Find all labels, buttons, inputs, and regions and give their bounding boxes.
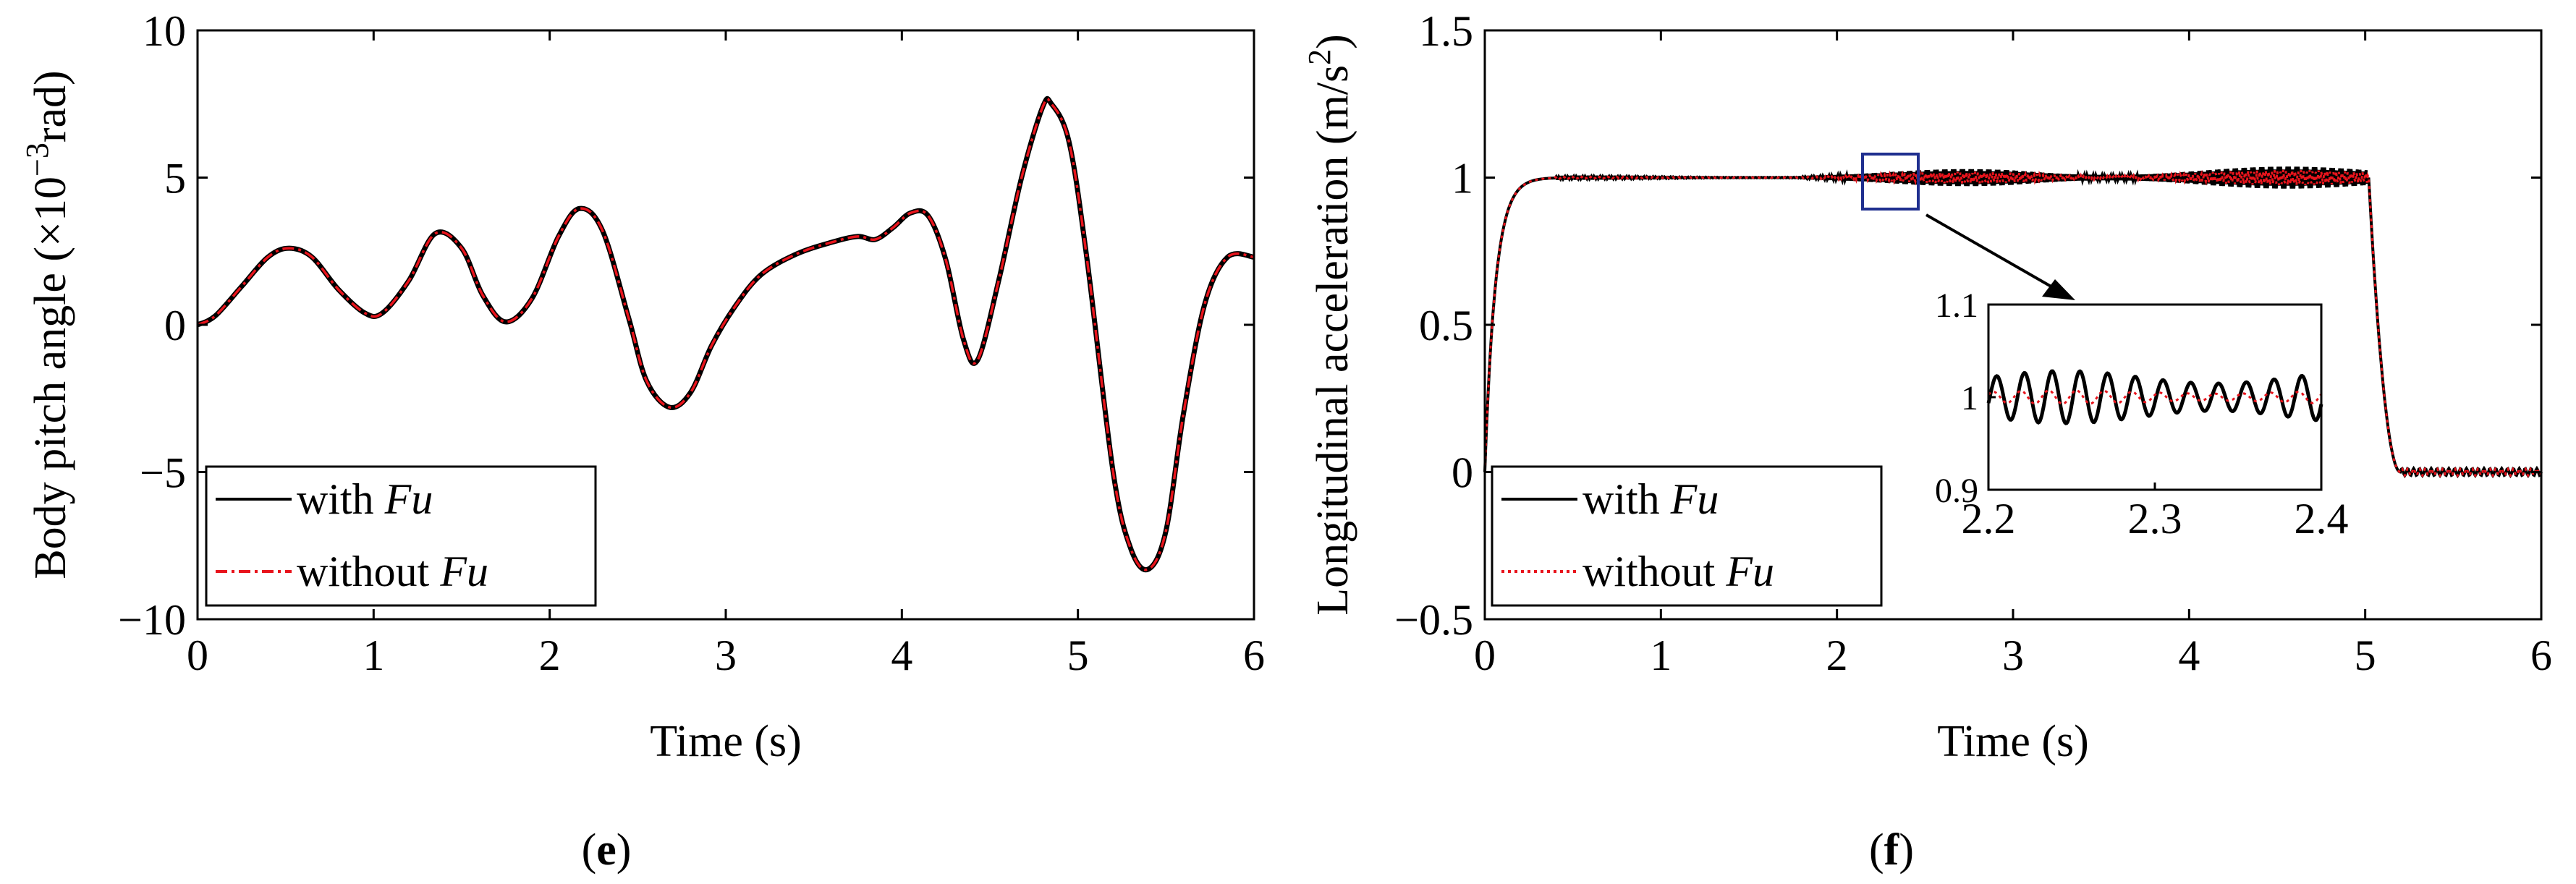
panel-f-series-without-fu-line [1483,169,2543,478]
panel-f-caption: (f) [1869,825,1914,875]
panel-e-y-label-sym: ×10 [26,177,75,247]
panel-f-x-tick-label: 4 [2178,632,2200,679]
panel-e-y-tick-label: −10 [118,596,186,644]
panel-f-longitudinal-acceleration: 0 1 2 3 4 5 6−0.500.511.5 2.2 2.3 2.40.911.1 Tim… [1302,7,2552,875]
panel-f-plot-lines [1483,166,2543,479]
inset-x-tick-label: 2.3 [2128,495,2182,543]
panel-e-legend-label-with-fu: with Fu [297,475,433,523]
panel-f-x-tick-label: 0 [1474,632,1496,679]
panel-f-y-tick-label: 1.5 [1419,7,1473,55]
panel-e-x-tick-label: 0 [187,632,208,679]
inset-y-tick-label: 0.9 [1935,472,1978,510]
panel-e-x-axis-label: Time (s) [650,717,802,766]
panel-e-y-tick-label: 5 [164,155,186,203]
panel-f-legend: with Fu without Fu [1491,465,1883,607]
panel-e-legend-box [205,465,597,607]
panel-e-x-tick-label: 5 [1067,632,1089,679]
panel-f-legend-box [1491,465,1883,607]
panel-f-y-axis-label: Longitudinal acceleration (m/s2) [1302,34,1357,616]
panel-e-y-label-exponent: −3 [20,143,55,177]
panel-f-y-label-exponent: 2 [1302,49,1337,65]
inset-y-tick-label: 1 [1961,379,1978,417]
panel-e-x-tick-label: 1 [363,632,384,679]
panel-f-inset: 2.2 2.3 2.4 0.9 1 1.1 [1935,286,2349,543]
inset-series-without-fu-line [1987,389,2323,405]
panel-f-zoom-arrow-head [2042,279,2075,300]
panel-f-ticks: 0 1 2 3 4 5 6−0.500.511.5 [1394,7,2552,679]
panel-f-x-tick-label: 2 [1826,632,1848,679]
panel-e-x-tick-label: 4 [891,632,912,679]
inset-x-tick-label: 2.4 [2295,495,2349,543]
panel-f-y-tick-label: 0.5 [1419,302,1473,349]
panel-e-y-tick-label: 10 [143,7,186,55]
panel-f-x-axis-label: Time (s) [1937,717,2089,766]
inset-series-with-fu-line [1986,369,2323,425]
panel-e-y-label-unit: rad) [26,70,75,143]
panel-e-ticks: 0 1 2 3 4 5 6 −10 −5 0 5 10 [118,7,1265,679]
panel-e-x-tick-label: 3 [715,632,737,679]
panel-f-y-label-main: Longitudinal acceleration (m/s [1308,65,1357,616]
panel-e-legend-label-without-fu: without Fu [297,548,488,595]
panel-f-x-tick-label: 3 [2002,632,2024,679]
panel-f-legend-label-without-fu: without Fu [1583,548,1774,595]
panel-f-x-tick-label: 6 [2530,632,2552,679]
panel-e-x-tick-label: 6 [1243,632,1265,679]
panel-f-y-label-end: ) [1308,34,1357,49]
panel-f-zoom-box [1861,153,1920,211]
panel-f-inset-lines [1986,369,2323,425]
panel-e-y-axis-label: Body pitch angle (×10−3rad) [20,70,75,579]
panel-e-caption: (e) [582,825,632,875]
panel-e-plot-lines [196,95,1255,573]
panel-f-y-tick-label: 0 [1452,449,1473,497]
panel-f-y-tick-label: −0.5 [1394,596,1473,644]
inset-y-tick-label: 1.1 [1935,286,1978,325]
panel-e-x-tick-label: 2 [539,632,561,679]
panel-f-inset-ticks: 2.2 2.3 2.4 0.9 1 1.1 [1935,286,2349,543]
panel-e-series-without-fu-line [197,97,1255,571]
panel-f-legend-label-with-fu: with Fu [1583,475,1719,523]
panel-e-y-label-main: Body pitch angle ( [26,247,75,579]
panel-f-x-tick-label: 5 [2355,632,2376,679]
panel-f-y-tick-label: 1 [1452,155,1473,203]
panel-f-x-tick-label: 1 [1650,632,1672,679]
panel-f-zoom-arrow-shaft [1925,213,2059,292]
panel-e-y-tick-label: −5 [140,449,186,497]
panel-e-y-tick-label: 0 [164,302,186,349]
panel-e-legend: with Fu without Fu [205,465,597,607]
panel-e-body-pitch-angle: 0 1 2 3 4 5 6 −10 −5 0 5 10 Time (s) Body pitch ang… [20,7,1265,875]
inset-x-tick-label: 2.2 [1962,495,2016,543]
